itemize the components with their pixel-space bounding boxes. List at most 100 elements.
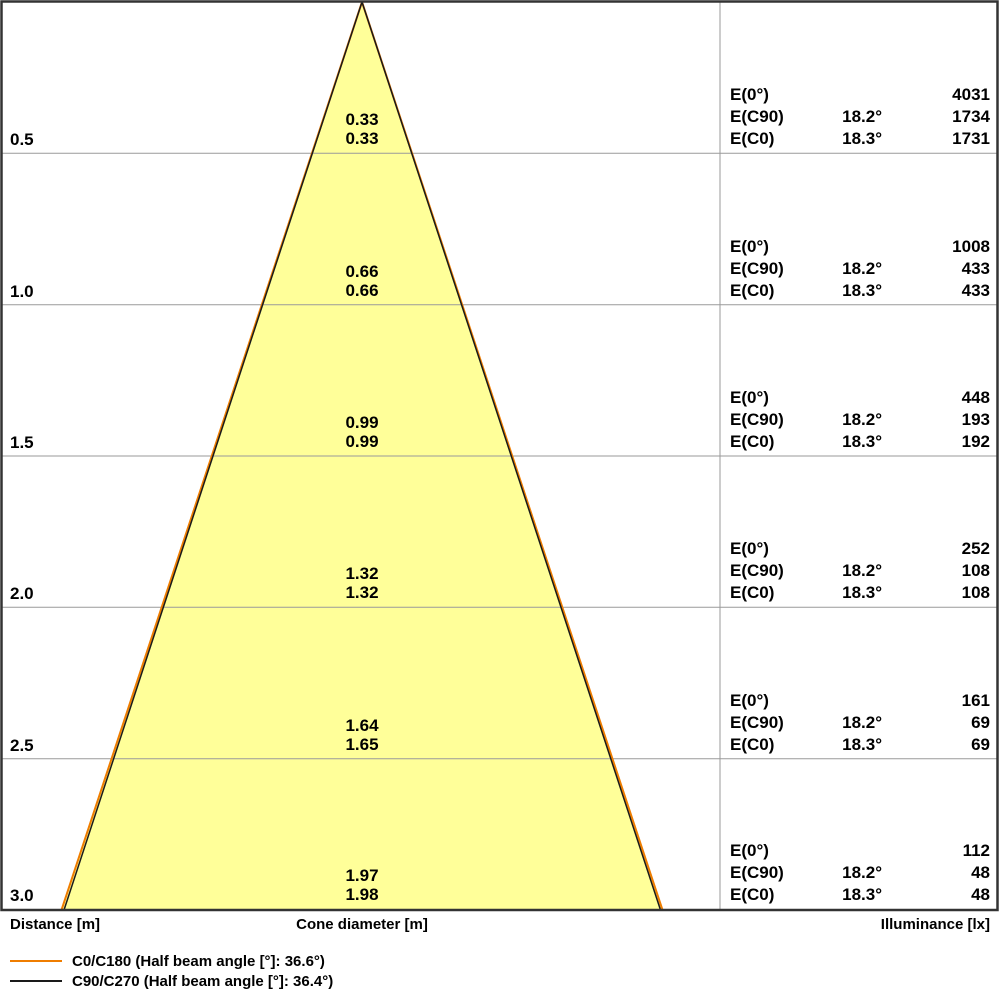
cone-diameter-c0: 0.66 <box>345 281 379 300</box>
distance-label: 0.5 <box>10 130 34 149</box>
cone-diameter-c0: 0.33 <box>345 129 379 148</box>
illuminance-block: E(0°) 112 E(C90) 18.2° 48 E(C0) 18.3° 48 <box>720 840 998 908</box>
illuminance-block: E(0°) 252 E(C90) 18.2° 108 E(C0) 18.3° 108 <box>720 538 998 606</box>
c90-c270-cone-edges <box>63 1 662 911</box>
e-value: 4031 <box>952 85 990 104</box>
c90-edge-right <box>361 1 662 911</box>
e-value: 108 <box>961 561 990 580</box>
cone-diameter-c0: 1.65 <box>345 735 379 754</box>
e-angle: 18.2° <box>842 713 882 732</box>
e-label: E(0°) <box>730 388 769 407</box>
e-value: 448 <box>961 388 990 407</box>
x-axis-label-cone-diameter: Cone diameter [m] <box>296 916 428 933</box>
e-label: E(0°) <box>730 691 769 710</box>
illuminance-block: E(0°) 448 E(C90) 18.2° 193 E(C0) 18.3° 192 <box>720 387 998 455</box>
distance-label: 2.5 <box>10 736 34 755</box>
cone-diameter-values: 0.33 0.33 <box>262 110 462 148</box>
e-label: E(0°) <box>730 85 769 104</box>
e-angle: 18.2° <box>842 410 882 429</box>
illuminance-block: E(0°) 161 E(C90) 18.2° 69 E(C0) 18.3° 69 <box>720 690 998 758</box>
cone-diameter-values: 1.32 1.32 <box>262 564 462 602</box>
table-row: E(0°) 4031 <box>720 84 998 106</box>
cone-diameter-values: 0.66 0.66 <box>262 262 462 300</box>
distance-label: 3.0 <box>10 886 34 905</box>
cone-chart-canvas <box>0 0 999 912</box>
e-value: 48 <box>971 863 990 882</box>
table-row: E(C90) 18.2° 193 <box>720 409 998 431</box>
e-label: E(C90) <box>730 410 784 429</box>
chart-border <box>0 0 999 912</box>
table-row: E(C90) 18.2° 69 <box>720 712 998 734</box>
table-row: E(C90) 18.2° 433 <box>720 258 998 280</box>
c90-edge-left <box>63 1 363 911</box>
e-angle: 18.2° <box>842 259 882 278</box>
table-row: E(C90) 18.2° 1734 <box>720 106 998 128</box>
x-axis-label-illuminance: Illuminance [lx] <box>880 916 990 933</box>
table-row: E(0°) 448 <box>720 387 998 409</box>
e-angle: 18.3° <box>842 432 882 451</box>
e-label: E(C0) <box>730 129 775 148</box>
e-label: E(C0) <box>730 432 775 451</box>
distance-label: 1.5 <box>10 433 34 452</box>
e-label: E(C90) <box>730 863 784 882</box>
e-value: 69 <box>971 735 990 754</box>
e-angle: 18.2° <box>842 561 882 580</box>
distance-label: 1.0 <box>10 282 34 301</box>
e-angle: 18.2° <box>842 107 882 126</box>
e-value: 69 <box>971 713 990 732</box>
e-label: E(0°) <box>730 841 769 860</box>
e-label: E(C90) <box>730 561 784 580</box>
e-value: 252 <box>961 539 990 558</box>
e-angle: 18.3° <box>842 281 882 300</box>
table-row: E(C0) 18.3° 48 <box>720 884 998 906</box>
legend-label-c0: C0/C180 (Half beam angle [°]: 36.6°) <box>72 953 325 970</box>
e-label: E(C90) <box>730 713 784 732</box>
e-label: E(C0) <box>730 281 775 300</box>
e-label: E(C0) <box>730 885 775 904</box>
table-row: E(C0) 18.3° 108 <box>720 582 998 604</box>
table-row: E(C0) 18.3° 192 <box>720 431 998 453</box>
illuminance-block: E(0°) 1008 E(C90) 18.2° 433 E(C0) 18.3° 433 <box>720 236 998 304</box>
cone-diameter-values: 1.97 1.98 <box>262 866 462 904</box>
x-axis-label-distance: Distance [m] <box>10 916 101 933</box>
e-angle: 18.3° <box>842 583 882 602</box>
e-label: E(0°) <box>730 237 769 256</box>
cone-diameter-c90: 1.32 <box>345 564 379 583</box>
cone-diameter-c0: 1.32 <box>345 583 379 602</box>
table-row: E(C0) 18.3° 433 <box>720 280 998 302</box>
e-label: E(C90) <box>730 107 784 126</box>
e-label: E(C0) <box>730 583 775 602</box>
e-angle: 18.3° <box>842 129 882 148</box>
cone-diameter-c90: 0.33 <box>345 110 379 129</box>
table-row: E(0°) 1008 <box>720 236 998 258</box>
e-value: 112 <box>962 841 990 860</box>
e-value: 192 <box>961 432 990 451</box>
cone-diameter-c90: 0.99 <box>345 413 379 432</box>
e-angle: 18.3° <box>842 885 882 904</box>
e-value: 193 <box>961 410 990 429</box>
e-value: 161 <box>961 691 990 710</box>
gridlines <box>2 2 997 910</box>
illuminance-block: E(0°) 4031 E(C90) 18.2° 1734 E(C0) 18.3° 1731 <box>720 84 998 152</box>
table-row: E(C0) 18.3° 69 <box>720 734 998 756</box>
table-row: E(0°) 112 <box>720 840 998 862</box>
e-value: 1731 <box>952 129 990 148</box>
table-row: E(C0) 18.3° 1731 <box>720 128 998 150</box>
e-value: 48 <box>971 885 990 904</box>
cone-diameter-c0: 0.99 <box>345 432 379 451</box>
legend-line-c90-icon <box>10 980 62 982</box>
cone-diameter-c90: 1.97 <box>345 866 379 885</box>
e-label: E(C90) <box>730 259 784 278</box>
table-row: E(0°) 252 <box>720 538 998 560</box>
e-label: E(C0) <box>730 735 775 754</box>
e-value: 1734 <box>952 107 990 126</box>
table-row: E(C90) 18.2° 108 <box>720 560 998 582</box>
e-value: 108 <box>961 583 990 602</box>
e-value: 1008 <box>952 237 990 256</box>
legend-label-c90: C90/C270 (Half beam angle [°]: 36.4°) <box>72 973 334 990</box>
legend-line-c0-icon <box>10 960 62 962</box>
cone-diameter-c90: 1.64 <box>345 716 379 735</box>
distance-label: 2.0 <box>10 584 34 603</box>
e-angle: 18.2° <box>842 863 882 882</box>
